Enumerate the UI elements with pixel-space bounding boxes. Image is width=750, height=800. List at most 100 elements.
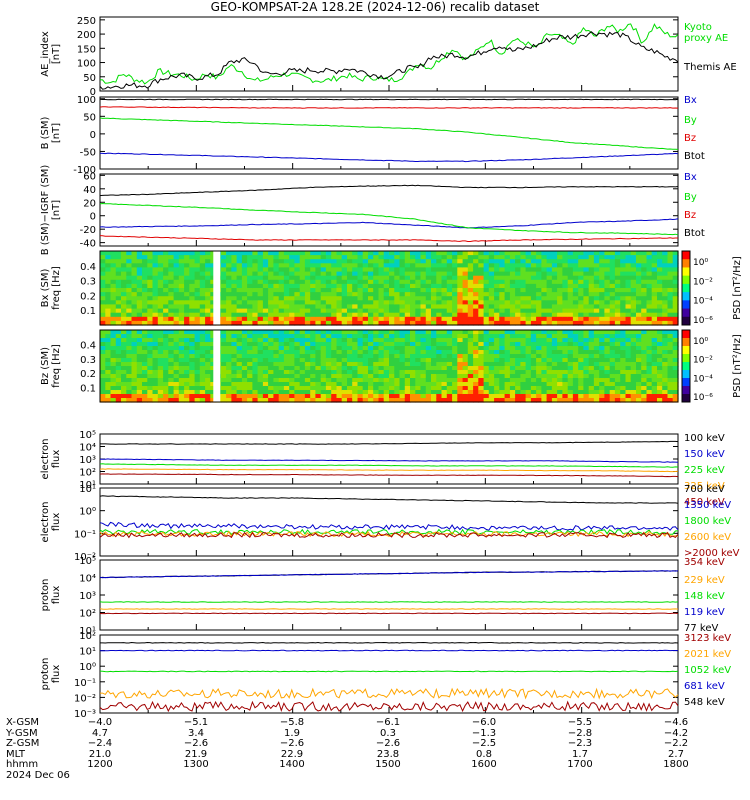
- spectrogram-cell: [467, 398, 474, 403]
- spectrogram-cell: [467, 382, 474, 387]
- spectrogram-cell: [121, 350, 127, 355]
- spectrogram-cell: [236, 386, 243, 391]
- spectrogram-cell: [657, 308, 663, 314]
- spectrogram-cell: [488, 362, 495, 367]
- spectrogram-cell: [131, 300, 138, 305]
- spectrogram-cell: [257, 398, 264, 403]
- spectrogram-cell: [473, 386, 479, 391]
- spectrogram-cell: [299, 259, 306, 264]
- spectrogram-cell: [131, 263, 138, 268]
- spectrogram-cell: [672, 308, 679, 314]
- spectrogram-cell: [283, 263, 290, 268]
- spectrogram-cell: [304, 283, 311, 289]
- spectrogram-cell: [341, 308, 348, 314]
- spectrogram-cell: [478, 271, 485, 277]
- colorbar-segment: [682, 330, 690, 339]
- spectrogram-cell: [557, 275, 563, 281]
- spectrogram-cell: [525, 382, 532, 387]
- spectrogram-cell: [294, 366, 301, 371]
- spectrogram-cell: [131, 378, 138, 383]
- spectrogram-cell: [157, 320, 164, 326]
- spectrogram-cell: [320, 398, 327, 403]
- plot-frame-proton_high: [99, 634, 679, 714]
- spectrogram-cell: [236, 330, 243, 335]
- spectrogram-cell: [599, 312, 606, 318]
- spectrogram-cell: [341, 334, 348, 339]
- spectrogram-cell: [483, 386, 490, 391]
- spectrogram-cell: [541, 338, 548, 343]
- spectrogram-cell: [583, 386, 590, 391]
- spectrogram-cell: [331, 255, 338, 260]
- spectrogram-cell: [404, 382, 411, 387]
- spectrogram-cell: [625, 255, 632, 260]
- spectrogram-cell: [562, 346, 569, 351]
- spectrogram-cell: [625, 288, 632, 293]
- spectrogram-cell: [636, 259, 642, 264]
- spectrogram-cell: [226, 366, 232, 371]
- spectrogram-cell: [189, 275, 196, 281]
- spectrogram-cell: [168, 259, 175, 264]
- spectrogram-cell: [636, 342, 642, 347]
- spectrogram-cell: [588, 342, 595, 347]
- spectrogram-cell: [536, 271, 542, 277]
- spectrogram-cell: [557, 334, 563, 339]
- spectrogram-cell: [646, 386, 653, 391]
- spectrogram-cell: [278, 382, 285, 387]
- spectrogram-cell: [672, 300, 679, 305]
- spectrogram-cell: [331, 354, 338, 359]
- spectrogram-cell: [657, 390, 663, 395]
- spectrogram-cell: [630, 300, 637, 305]
- spectrogram-cell: [536, 350, 542, 355]
- spectrogram-cell: [473, 292, 479, 297]
- spectrogram-cell: [168, 390, 175, 395]
- spectrogram-cell: [473, 338, 479, 343]
- spectrogram-cell: [210, 330, 217, 335]
- spectrogram-cell: [362, 338, 369, 343]
- spectrogram-cell: [110, 358, 117, 363]
- spectrogram-cell: [672, 366, 679, 371]
- spectrogram-cell: [572, 296, 579, 301]
- spectrogram-cell: [446, 382, 453, 387]
- spectrogram-cell: [546, 374, 553, 379]
- spectrogram-cell: [325, 366, 332, 371]
- orbit-row-label: hhmm: [6, 759, 38, 770]
- spectrogram-cell: [142, 312, 148, 318]
- spectrogram-cell: [347, 300, 353, 305]
- spectrogram-cell: [331, 316, 338, 322]
- spectrogram-cell: [205, 296, 211, 301]
- spectrogram-cell: [546, 275, 553, 281]
- spectrogram-cell: [404, 366, 411, 371]
- spectrogram-cell: [152, 279, 159, 285]
- spectrogram-cell: [147, 288, 154, 293]
- spectrogram-cell: [546, 390, 553, 395]
- spectrogram-cell: [257, 338, 264, 343]
- spectrogram-cell: [593, 334, 600, 339]
- spectrogram-cell: [614, 346, 621, 351]
- spectrogram-cell: [373, 378, 380, 383]
- spectrogram-cell: [614, 394, 621, 399]
- spectrogram-cell: [441, 382, 448, 387]
- spectrogram-cell: [100, 279, 106, 285]
- spectrogram-cell: [121, 330, 127, 335]
- spectrogram-cell: [373, 312, 380, 318]
- spectrogram-cell: [457, 251, 464, 256]
- spectrogram-cell: [530, 350, 537, 355]
- spectrogram-cell: [147, 390, 154, 395]
- spectrogram-cell: [457, 382, 464, 387]
- spectrogram-cell: [636, 320, 642, 326]
- spectrogram-cell: [310, 308, 317, 314]
- spectrogram-cell: [420, 259, 427, 264]
- spectrogram-cell: [515, 255, 521, 260]
- spectrogram-cell: [436, 374, 443, 379]
- spectrogram-cell: [278, 251, 285, 256]
- spectrogram-cell: [105, 330, 112, 335]
- spectrogram-cell: [184, 292, 190, 297]
- spectrogram-cell: [504, 300, 511, 305]
- spectrogram-cell: [147, 320, 154, 326]
- spectrogram-cell: [488, 354, 495, 359]
- spectrogram-cell: [620, 394, 627, 399]
- spectrogram-cell: [189, 390, 196, 395]
- spectrogram-cell: [142, 378, 148, 383]
- spectrogram-cell: [572, 300, 579, 305]
- spectrogram-cell: [147, 338, 154, 343]
